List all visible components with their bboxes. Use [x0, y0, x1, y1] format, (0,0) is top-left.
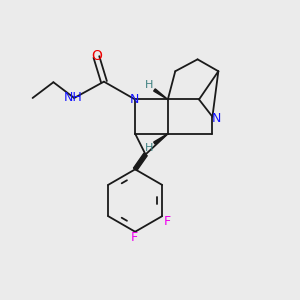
Text: N: N	[130, 93, 139, 106]
Polygon shape	[134, 153, 147, 170]
Text: NH: NH	[63, 92, 82, 104]
Text: O: O	[91, 49, 102, 63]
Text: F: F	[131, 231, 138, 244]
Text: H: H	[145, 143, 154, 153]
Polygon shape	[154, 89, 168, 100]
Text: N: N	[211, 112, 221, 125]
Text: F: F	[164, 215, 171, 228]
Text: H: H	[145, 80, 154, 90]
Polygon shape	[154, 134, 168, 144]
